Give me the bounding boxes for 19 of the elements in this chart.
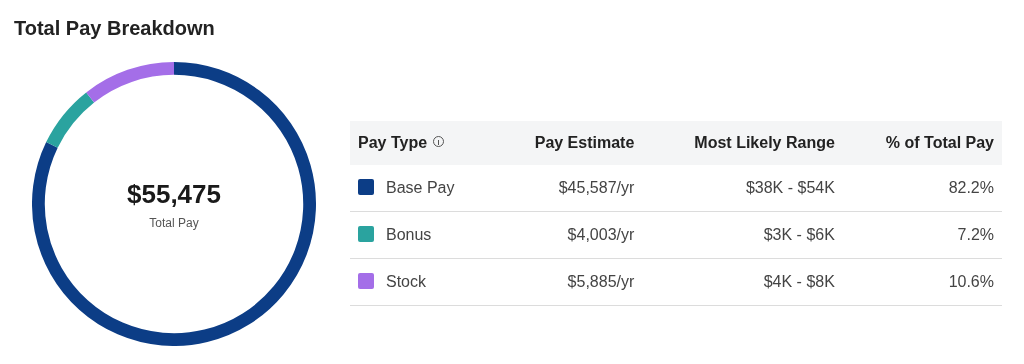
data-label: $5,885/yr <box>494 258 643 306</box>
text: $3K - $6K <box>642 211 843 259</box>
text: % of Total Pay <box>842 121 1002 165</box>
text: Total Pay <box>149 215 199 230</box>
data-label: $45,587/yr <box>494 165 643 212</box>
data-label: $4,003/yr <box>494 211 643 259</box>
text: Most Likely Range <box>642 121 843 165</box>
legend-label: Stock <box>350 258 495 306</box>
legend-label: Bonus <box>350 211 495 259</box>
text: Pay Type <box>350 121 495 165</box>
text: $38K - $54K <box>642 165 843 212</box>
text: Pay Estimate <box>494 121 643 165</box>
text: 7.2% <box>842 211 1002 259</box>
text: 10.6% <box>842 258 1002 306</box>
text: $4K - $8K <box>642 258 843 306</box>
legend-label: Base Pay <box>350 165 495 212</box>
text: 82.2% <box>842 165 1002 212</box>
text: $55,475 <box>127 178 221 210</box>
chart-title: Total Pay Breakdown <box>14 17 215 40</box>
